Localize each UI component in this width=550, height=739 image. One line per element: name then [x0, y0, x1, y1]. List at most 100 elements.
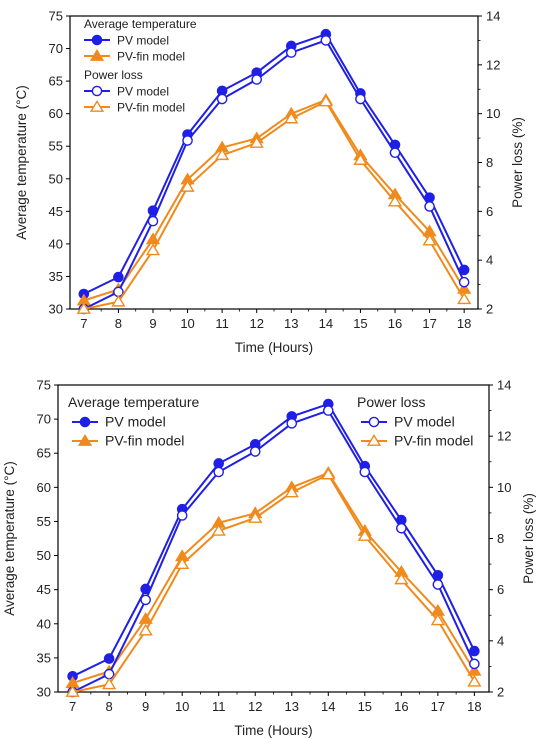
y2-tick-label: 2: [497, 685, 504, 700]
data-point-loss-3: [467, 674, 482, 687]
x-tick-label: 10: [175, 699, 189, 714]
y2-tick-label: 2: [486, 302, 493, 317]
data-point-loss-2: [355, 93, 366, 105]
legend-loss-pv-label: PV model: [117, 85, 169, 99]
data-point-temp-1: [138, 612, 153, 624]
series-line-temp-0: [83, 32, 466, 295]
legend-loss-fin-swatch-marker: [89, 100, 105, 112]
legend-loss-pv-swatch-marker: [91, 85, 103, 97]
data-point-loss-3: [357, 528, 372, 541]
data-point-loss-3: [387, 194, 403, 207]
x-tick-label: 16: [394, 699, 408, 714]
data-point-loss-3: [175, 557, 190, 569]
legend-title-temperature: Average temperature: [84, 17, 197, 31]
y-tick-label: 65: [37, 446, 51, 461]
data-point-loss-2: [176, 510, 188, 521]
data-point-temp-0: [113, 271, 124, 283]
data-point-temp-0: [469, 645, 480, 657]
data-point-loss-3: [102, 677, 117, 690]
chart-top: 7 8 9 10 11 12 13 14 15 16 17 18 30 35 40 45 50 55 60 65 70 7…: [14, 9, 525, 356]
series-line-loss-3: [83, 100, 466, 310]
data-point-loss-2: [216, 93, 228, 105]
legend-title-temperature: Average temperature: [68, 394, 199, 410]
y-axis-label: Average temperature (°C): [14, 85, 29, 239]
y-tick-label: 45: [37, 582, 51, 597]
data-point-temp-0: [213, 458, 225, 469]
chart-bottom: 7 8 9 10 11 12 13 14 15 16 17 18 30 35 40 45 50 55 60 65 70 7…: [2, 378, 536, 739]
y-tick-label: 40: [37, 616, 51, 631]
y-tick-label: 55: [37, 514, 51, 529]
y-axis-label: Average temperature (°C): [2, 461, 17, 615]
y-tick-label: 75: [49, 9, 63, 24]
data-point-loss-3: [248, 511, 263, 523]
y-tick-label: 75: [37, 378, 51, 393]
legend-temp-fin-swatch-marker: [89, 49, 105, 61]
legend-loss-fin-swatch-marker: [366, 434, 382, 446]
x-tick-label: 10: [180, 316, 194, 331]
y2-axis-label: Power loss (%): [521, 493, 536, 584]
y-tick-label: 35: [49, 269, 63, 284]
data-point-loss-3: [180, 179, 195, 192]
y2-tick-label: 4: [486, 253, 493, 268]
data-point-loss-2: [103, 668, 115, 680]
data-point-loss-3: [321, 467, 336, 480]
data-point-loss-2: [432, 579, 444, 590]
x-tick-label: 11: [215, 316, 229, 331]
data-point-loss-2: [251, 74, 263, 85]
legend-temp-pv-label: PV model: [117, 34, 169, 48]
data-point-loss-3: [138, 623, 153, 636]
data-point-loss-2: [458, 276, 470, 288]
y2-axis-label: Power loss (%): [510, 117, 525, 208]
data-point-loss-2: [182, 135, 193, 146]
y-tick-label: 60: [37, 480, 51, 495]
data-point-loss-3: [422, 233, 437, 246]
x-tick-label: 7: [69, 699, 76, 714]
legend-loss-pv-swatch-marker: [368, 416, 380, 428]
data-point-loss-3: [111, 294, 126, 307]
y2-tick-label: 14: [486, 9, 500, 24]
y2-tick-label: 4: [497, 633, 504, 648]
data-point-loss-2: [213, 466, 225, 478]
data-point-loss-2: [286, 418, 298, 429]
legend-temp-fin-swatch-marker: [77, 434, 93, 446]
y-tick-label: 50: [49, 171, 63, 186]
data-point-loss-3: [318, 94, 333, 107]
data-point-loss-3: [284, 111, 299, 124]
data-point-loss-3: [249, 136, 264, 148]
data-point-loss-3: [145, 243, 161, 256]
data-point-loss-3: [211, 523, 226, 536]
y2-tick-label: 10: [497, 480, 511, 495]
y-tick-label: 30: [37, 685, 51, 700]
x-tick-label: 8: [115, 316, 122, 331]
x-tick-label: 8: [106, 699, 113, 714]
y-tick-label: 35: [37, 650, 51, 665]
legend-loss-pv-label: PV model: [394, 414, 455, 430]
y2-tick-label: 14: [497, 378, 511, 393]
legend-temp-pv-swatch-marker: [79, 416, 91, 428]
y-tick-label: 70: [49, 41, 63, 56]
data-point-loss-2: [322, 405, 334, 416]
data-point-loss-2: [285, 47, 297, 58]
y2-tick-label: 8: [486, 155, 493, 170]
y-tick-label: 45: [49, 204, 63, 219]
data-point-loss-2: [147, 215, 159, 227]
data-point-loss-3: [457, 292, 472, 305]
y2-tick-label: 6: [486, 204, 493, 219]
legend-loss-fin-label: PV-fin model: [394, 433, 473, 449]
y2-tick-label: 12: [497, 429, 511, 444]
y2-tick-label: 8: [497, 531, 504, 546]
legend-temp-fin-label: PV-fin model: [105, 433, 184, 449]
x-tick-label: 16: [388, 316, 402, 331]
x-tick-label: 9: [149, 316, 156, 331]
x-tick-label: 13: [284, 316, 298, 331]
y-tick-label: 30: [49, 302, 63, 317]
series-line-temp-1: [83, 98, 466, 302]
y-tick-label: 40: [49, 236, 63, 251]
x-axis-label: Time (Hours): [235, 340, 313, 355]
data-point-loss-2: [140, 594, 151, 606]
x-tick-label: 13: [285, 699, 299, 714]
y2-tick-label: 6: [497, 582, 504, 597]
x-tick-label: 17: [431, 699, 445, 714]
y-tick-label: 70: [37, 412, 51, 427]
x-tick-label: 9: [142, 699, 149, 714]
